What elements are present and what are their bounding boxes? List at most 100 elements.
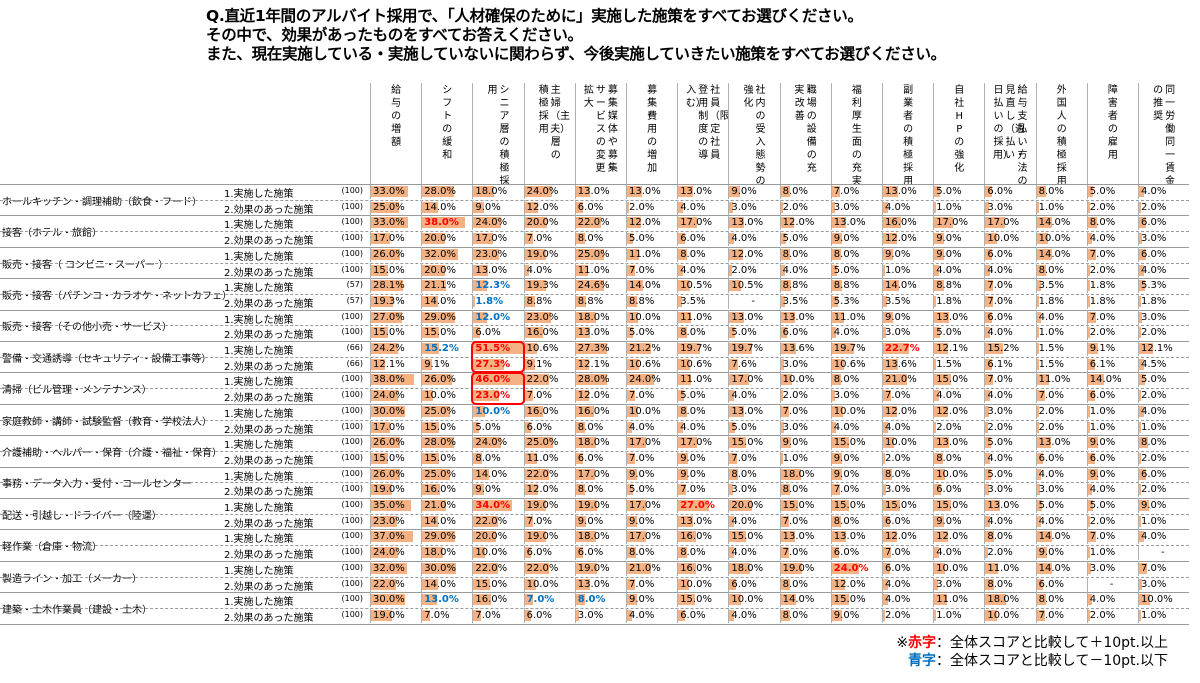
data-bar [1087, 515, 1091, 527]
data-bar [524, 405, 543, 417]
data-label: 10.0% [885, 437, 917, 449]
row-divider [0, 513, 1190, 515]
data-cell: 9.0% [830, 450, 882, 466]
data-label: 2.0% [885, 609, 911, 621]
data-label: 10.5% [680, 280, 712, 292]
data-label: 1.5% [1038, 343, 1064, 354]
data-bar [422, 374, 452, 386]
data-bar [422, 484, 441, 496]
data-bar [627, 468, 638, 480]
data-bar [678, 405, 688, 417]
job-category-label: 建築・土木作業員（建設・土木） [2, 605, 152, 617]
data-label: 5.0% [1089, 186, 1116, 197]
data-label: 17.0% [629, 531, 661, 543]
data-label: 17.0% [629, 500, 661, 511]
data-label: 29.0% [424, 311, 456, 323]
data-cell: 2.0% [984, 545, 1035, 561]
data-bar [1036, 186, 1046, 197]
data-label: 10.6% [833, 358, 866, 370]
data-cell: 3.5% [882, 293, 933, 309]
data-cell: 6.0% [523, 545, 575, 561]
data-bar [422, 500, 446, 511]
data-bar [831, 531, 847, 543]
data-bar [780, 452, 783, 464]
column-header-line: 障害者の雇用 [1107, 85, 1118, 161]
data-cell: 12.0% [523, 199, 575, 215]
data-label: 13.0% [731, 217, 764, 229]
data-label: 9.0% [577, 515, 604, 527]
data-label: 14.0% [629, 280, 661, 292]
column-header-line: 募集媒体や募集 [607, 85, 618, 174]
row-divider [0, 560, 1190, 562]
data-label: 10.0% [987, 609, 1020, 621]
data-bar [883, 390, 891, 402]
data-bar [1036, 405, 1039, 417]
data-bar [1036, 248, 1053, 260]
data-bar [1087, 295, 1090, 307]
data-label: 18.0% [577, 311, 610, 323]
data-label: 6.0% [1141, 248, 1167, 260]
data-label: 2.0% [1038, 421, 1064, 433]
data-cell: 16.0% [677, 529, 728, 545]
data-label: - [751, 295, 755, 307]
data-cell: 7.0% [421, 607, 472, 623]
data-bar [729, 390, 734, 402]
data-bar [1139, 421, 1141, 433]
data-label: 8.0% [987, 531, 1013, 543]
data-label: 8.8% [833, 280, 860, 292]
data-bar [575, 421, 585, 433]
data-cell: 14.0% [1035, 529, 1087, 545]
data-label: 7.0% [1141, 562, 1167, 574]
data-cell: 8.8% [626, 293, 677, 309]
data-bar [780, 233, 787, 245]
data-cell: 3.0% [984, 199, 1035, 215]
data-label: 30.0% [424, 562, 456, 574]
data-bar [575, 217, 601, 229]
data-label: 12.0% [526, 201, 559, 213]
data-label: 35.0% [373, 500, 405, 511]
data-cell: 15.0% [370, 262, 421, 278]
data-label: 6.0% [526, 609, 552, 621]
data-label: 9.0% [1089, 437, 1116, 449]
data-label: 23.0% [526, 311, 559, 323]
data-label: 8.8% [936, 280, 962, 292]
data-cell: 3.0% [1086, 560, 1138, 576]
data-bar [575, 468, 595, 480]
data-cell: 1.0% [933, 607, 984, 623]
data-label: 4.0% [680, 264, 706, 276]
data-cell: 15.0% [728, 529, 779, 545]
data-label: 3.0% [885, 484, 911, 496]
data-bar [627, 594, 638, 606]
data-label: 8.0% [577, 233, 604, 245]
data-label: 27.0% [373, 311, 405, 323]
data-cell: 37.0% [370, 529, 421, 545]
data-cell: 2.0% [882, 450, 933, 466]
data-label: 4.0% [1038, 468, 1064, 480]
job-category-label: 軽作業（倉庫・物流） [2, 542, 102, 554]
data-label: 24.0% [475, 437, 508, 449]
data-cell: 17.0% [933, 215, 984, 231]
data-bar [831, 374, 841, 386]
data-label: 22.0% [373, 578, 405, 590]
data-label: 1.8% [1089, 295, 1116, 307]
data-label: 2.0% [782, 390, 808, 402]
data-cell: 23.0% [472, 246, 523, 262]
data-bar [678, 280, 691, 292]
data-bar [831, 515, 841, 527]
data-bar [831, 500, 849, 511]
data-bar [780, 594, 797, 606]
column-header-text: 社員（限定社員 登用制度の導 入む） [678, 83, 729, 162]
data-label: 6.0% [680, 609, 706, 621]
data-cell: 1.8% [933, 293, 984, 309]
data-label: 6.0% [782, 327, 808, 339]
data-bar [473, 484, 484, 496]
data-bar [831, 437, 849, 449]
data-cell: 4.0% [1035, 466, 1087, 482]
data-bar [371, 578, 396, 590]
data-bar [371, 405, 405, 417]
column-header: 募集媒体や募集 サービスの変更・ 拡大 [574, 83, 626, 184]
data-bar [575, 390, 590, 402]
data-bar [473, 264, 489, 276]
data-bar [473, 295, 476, 307]
data-bar [1139, 233, 1143, 245]
